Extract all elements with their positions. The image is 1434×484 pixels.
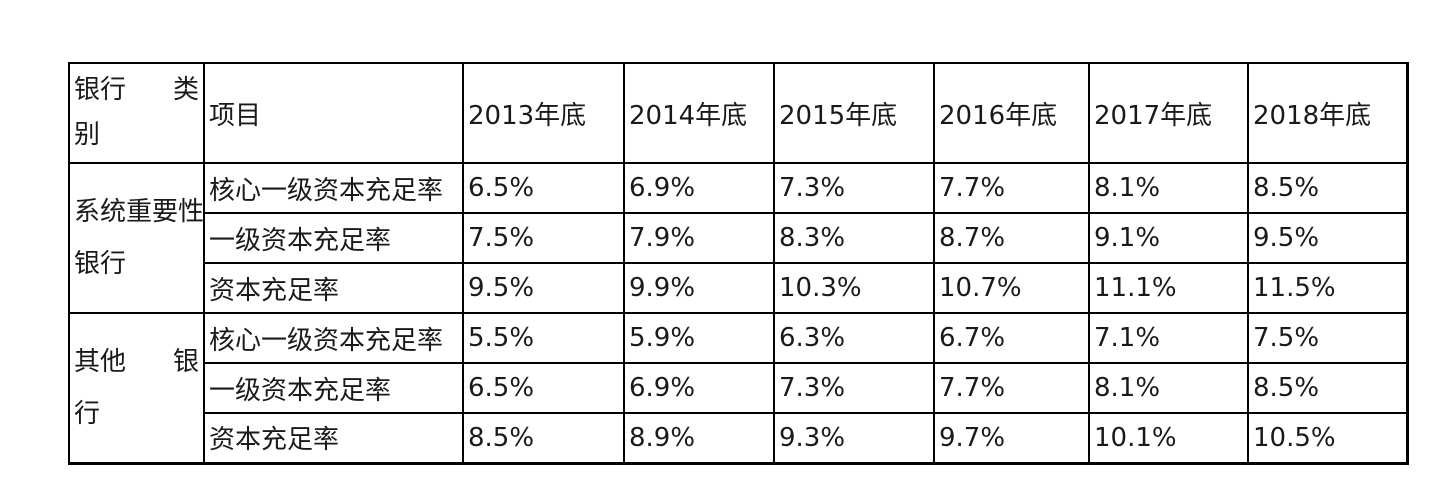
table-row: 资本充足率 9.5% 9.9% 10.3% 10.7% 11.1% 11.5% [69, 262, 1408, 314]
value-cell: 8.5% [462, 412, 625, 464]
value-cell: 5.9% [623, 312, 775, 364]
value-cell: 8.9% [623, 412, 775, 464]
value-cell: 9.1% [1088, 212, 1249, 264]
group-label-systemically-important-banks: 系统重要性 银行 [68, 162, 205, 314]
item-cell: 一级资本充足率 [203, 362, 464, 414]
value-cell: 7.5% [462, 212, 625, 264]
item-cell: 核心一级资本充足率 [203, 312, 464, 364]
value-cell: 10.1% [1088, 412, 1249, 464]
table-row: 系统重要性 银行 核心一级资本充足率 6.5% 6.9% 7.3% 7.7% 8… [68, 162, 1408, 314]
group-label-other-banks: 其他银 行 [68, 312, 205, 464]
capital-adequacy-table: 银行类 别 项目 2013年底 2014年底 2015年底 2016年底 201… [68, 62, 1409, 465]
value-cell: 7.7% [933, 162, 1090, 214]
value-cell: 7.5% [1247, 312, 1408, 364]
value-cell: 9.9% [623, 262, 775, 314]
table-row: 一级资本充足率 6.5% 6.9% 7.3% 7.7% 8.1% 8.5% [69, 362, 1408, 414]
bank-category-line2: 别 [74, 120, 101, 150]
value-cell: 6.9% [623, 362, 775, 414]
bank-category-line1: 银行类 [74, 75, 199, 105]
value-cell: 10.3% [773, 262, 935, 314]
value-cell: 7.3% [773, 162, 935, 214]
value-cell: 6.7% [933, 312, 1090, 364]
value-cell: 6.5% [462, 162, 625, 214]
item-cell: 资本充足率 [203, 262, 464, 314]
value-cell: 7.3% [773, 362, 935, 414]
value-cell: 8.7% [933, 212, 1090, 264]
value-cell: 8.1% [1088, 162, 1249, 214]
table-row: 其他银 行 核心一级资本充足率 5.5% 5.9% 6.3% 6.7% 7.1%… [68, 312, 1408, 464]
value-cell: 8.1% [1088, 362, 1249, 414]
header-row: 银行类 别 项目 2013年底 2014年底 2015年底 2016年底 201… [68, 62, 1408, 164]
value-cell: 5.5% [462, 312, 625, 364]
value-cell: 6.3% [773, 312, 935, 364]
col-header-item: 项目 [203, 62, 464, 164]
item-cell: 一级资本充足率 [203, 212, 464, 264]
value-cell: 8.3% [773, 212, 935, 264]
year-header-2015: 2015年底 [773, 62, 935, 164]
group1-label-line1: 系统重要性 [74, 197, 204, 227]
group2-label-line2: 行 [74, 398, 101, 429]
year-header-2016: 2016年底 [933, 62, 1090, 164]
value-cell: 7.9% [623, 212, 775, 264]
value-cell: 9.3% [773, 412, 935, 464]
value-cell: 10.7% [933, 262, 1090, 314]
table-row: 一级资本充足率 7.5% 7.9% 8.3% 8.7% 9.1% 9.5% [69, 212, 1408, 264]
group1-label-line2: 银行 [74, 249, 127, 279]
year-header-2014: 2014年底 [623, 62, 775, 164]
group2-label-line1: 其他银 [74, 346, 199, 377]
value-cell: 10.5% [1247, 412, 1408, 464]
value-cell: 7.7% [933, 362, 1090, 414]
value-cell: 8.5% [1247, 362, 1408, 414]
value-cell: 11.5% [1247, 262, 1408, 314]
value-cell: 11.1% [1088, 262, 1249, 314]
value-cell: 7.1% [1088, 312, 1249, 364]
value-cell: 9.5% [462, 262, 625, 314]
value-cell: 9.7% [933, 412, 1090, 464]
value-cell: 8.5% [1247, 162, 1408, 214]
item-cell: 资本充足率 [203, 412, 464, 464]
year-header-2013: 2013年底 [462, 62, 625, 164]
value-cell: 6.9% [623, 162, 775, 214]
value-cell: 6.5% [462, 362, 625, 414]
item-cell: 核心一级资本充足率 [203, 162, 464, 214]
year-header-2018: 2018年底 [1247, 62, 1408, 164]
value-cell: 9.5% [1247, 212, 1408, 264]
col-header-bank-category: 银行类 别 [68, 62, 205, 164]
table-row: 资本充足率 8.5% 8.9% 9.3% 9.7% 10.1% 10.5% [69, 412, 1408, 464]
year-header-2017: 2017年底 [1088, 62, 1249, 164]
